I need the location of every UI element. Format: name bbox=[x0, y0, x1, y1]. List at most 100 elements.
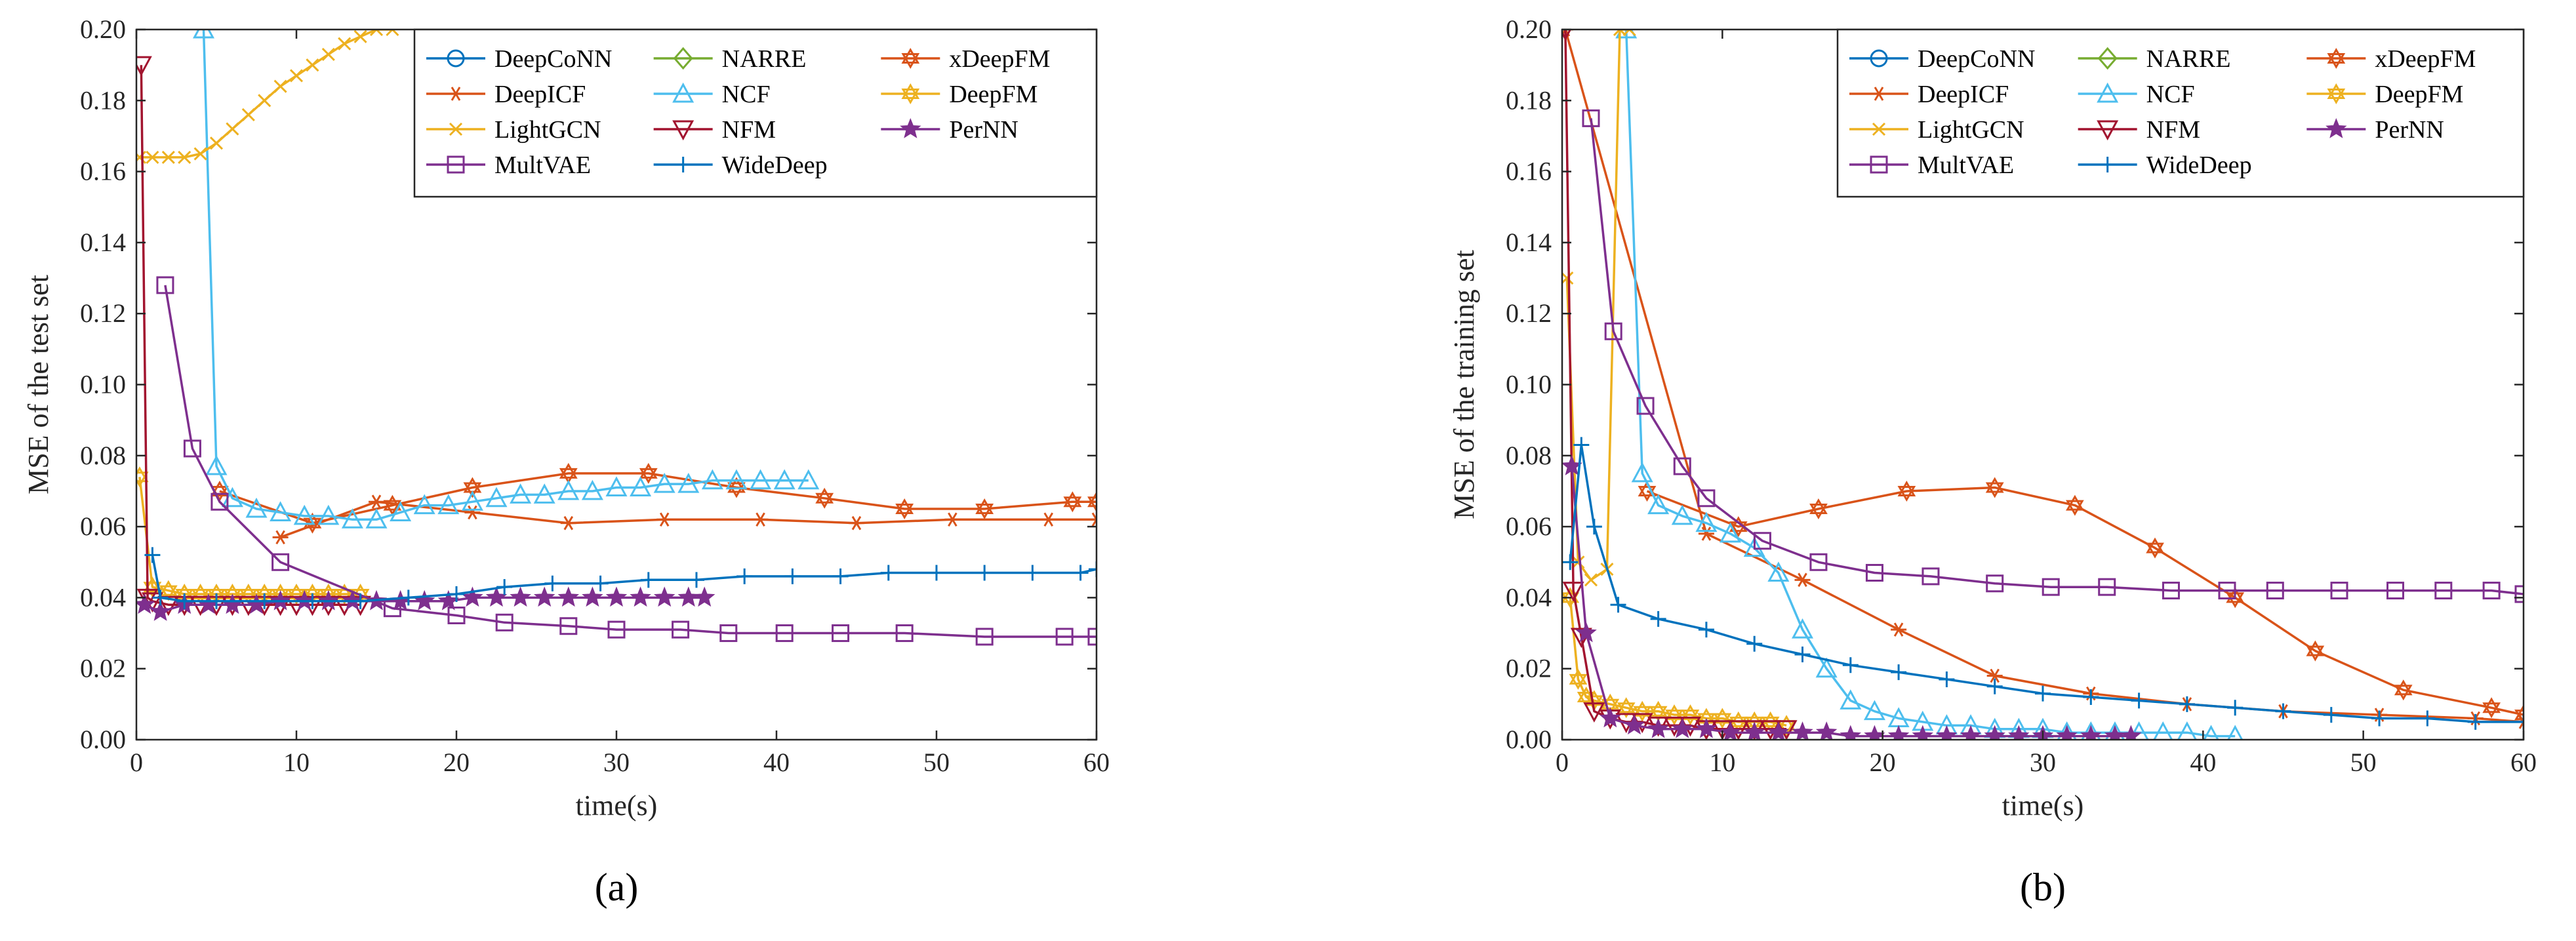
data-point-xDeepFM-part bbox=[2394, 679, 2413, 696]
data-point-DeepFM bbox=[1569, 668, 1588, 690]
legend-marker-NCF bbox=[672, 82, 694, 103]
legend-marker-DeepICF bbox=[1871, 87, 1887, 101]
data-point-xDeepFM-part bbox=[559, 462, 578, 479]
legend-label: LightGCN bbox=[494, 116, 601, 144]
data-point-WideDeep bbox=[176, 593, 193, 609]
legend-item-PerNN: PerNN bbox=[881, 116, 1018, 144]
data-point-PerNN bbox=[1647, 717, 1669, 738]
data-point-xDeepFM-part bbox=[727, 477, 746, 493]
data-point-PerNN bbox=[653, 586, 675, 607]
data-point-WideDeep bbox=[1650, 611, 1666, 627]
data-point-xDeepFM bbox=[2394, 679, 2413, 701]
data-point-LightGCN bbox=[136, 150, 146, 165]
data-point-MultVAE bbox=[156, 276, 174, 294]
data-point-LightGCN bbox=[146, 150, 159, 165]
data-point-NCF bbox=[245, 497, 268, 518]
data-point-DeepFM-part bbox=[143, 576, 162, 593]
data-point-xDeepFM-part bbox=[2514, 704, 2524, 721]
data-point-LightGCN bbox=[369, 30, 384, 37]
legend-marker-MultVAE bbox=[1870, 155, 1888, 174]
data-point-LightGCN bbox=[193, 147, 207, 161]
data-point-DeepFM-part bbox=[239, 584, 258, 599]
data-point-PerNN bbox=[1672, 717, 1693, 738]
data-point-DeepFM bbox=[1761, 711, 1780, 732]
data-point-xDeepFM bbox=[1985, 477, 2004, 498]
x-tick-label: 40 bbox=[763, 748, 790, 777]
legend-label: xDeepFM bbox=[2375, 45, 2476, 73]
data-point-DeepFM-part bbox=[1713, 708, 1732, 724]
data-point-NCF bbox=[2057, 721, 2077, 740]
data-point-DeepFM-part bbox=[1729, 716, 1748, 732]
data-point-xDeepFM-part bbox=[2226, 587, 2245, 603]
legend-item-WideDeep: WideDeep bbox=[2078, 151, 2252, 179]
legend-marker-DeepFM bbox=[901, 83, 920, 105]
legend-item-xDeepFM: xDeepFM bbox=[881, 45, 1050, 73]
legend-marker-DeepFM-part bbox=[2327, 83, 2346, 99]
data-point-xDeepFM-part bbox=[1638, 486, 1657, 502]
x-tick-label: 10 bbox=[283, 748, 310, 777]
data-point-LightGCN bbox=[1562, 271, 1574, 285]
legend-label: WideDeep bbox=[722, 151, 828, 179]
legend-marker-WideDeep bbox=[2099, 157, 2116, 172]
data-point-DeepFM bbox=[136, 466, 149, 488]
data-point-NCF bbox=[2227, 725, 2244, 740]
data-point-DeepICF bbox=[656, 512, 673, 527]
data-point-MultVAE bbox=[2098, 578, 2116, 596]
data-point-WideDeep bbox=[2035, 685, 2051, 702]
data-point-PerNN bbox=[462, 586, 483, 607]
data-point-MultVAE bbox=[2434, 582, 2453, 600]
data-point-LightGCN bbox=[306, 58, 319, 72]
data-point-PerNN bbox=[1887, 725, 1910, 740]
legend-label: MultVAE bbox=[494, 151, 591, 179]
data-point-WideDeep bbox=[880, 565, 896, 581]
data-point-NCF bbox=[1720, 522, 1742, 543]
legend-label: NCF bbox=[722, 81, 771, 108]
series-WideDeep bbox=[1562, 437, 2524, 730]
data-point-WideDeep bbox=[1891, 664, 1907, 681]
series-line-NCF bbox=[202, 30, 809, 521]
x-tick-label: 60 bbox=[1083, 748, 1110, 777]
panel-label: (b) bbox=[2020, 866, 2066, 909]
data-point-xDeepFM-part bbox=[210, 480, 229, 496]
legend-marker-xDeepFM-part bbox=[2327, 47, 2346, 64]
data-point-WideDeep bbox=[929, 565, 944, 581]
series-LightGCN bbox=[136, 30, 399, 165]
data-point-xDeepFM-part bbox=[895, 504, 914, 519]
legend-item-MultVAE: MultVAE bbox=[1849, 151, 2014, 179]
series-xDeepFM bbox=[1638, 477, 2524, 726]
data-point-LightGCN bbox=[289, 69, 304, 83]
data-point-DeepICF bbox=[272, 530, 289, 545]
legend-label: WideDeep bbox=[2146, 151, 2252, 179]
data-point-NCF bbox=[365, 508, 388, 529]
data-point-WideDeep bbox=[1986, 678, 2003, 694]
data-point-NCF bbox=[317, 504, 340, 525]
data-point-MultVAE bbox=[211, 492, 229, 511]
data-point-MultVAE bbox=[447, 606, 466, 624]
data-point-xDeepFM-part bbox=[1809, 498, 1828, 514]
data-point-NCF bbox=[725, 469, 748, 490]
data-point-NCF bbox=[2081, 721, 2101, 740]
series-line-MultVAE bbox=[164, 285, 1097, 638]
data-point-NCF bbox=[1815, 657, 1838, 678]
data-point-xDeepFM-part bbox=[2065, 500, 2084, 516]
data-point-MultVAE bbox=[183, 439, 201, 458]
data-point-WideDeep bbox=[1610, 597, 1626, 613]
data-point-NCF bbox=[750, 469, 772, 490]
data-point-DeepICF bbox=[1040, 512, 1057, 527]
legend-marker-DeepFM-part bbox=[2327, 89, 2346, 105]
y-tick-label: 0.18 bbox=[1506, 85, 1552, 115]
legend: DeepCoNN NARRE xDeepFM DeepICF NCF DeepFM Ligh… bbox=[413, 28, 1098, 198]
y-tick-label: 0.16 bbox=[1506, 157, 1552, 186]
legend-item-DeepFM: DeepFM bbox=[881, 81, 1037, 108]
legend-label: NCF bbox=[2146, 81, 2195, 108]
data-point-MultVAE bbox=[1673, 457, 1691, 475]
data-point-WideDeep bbox=[1586, 519, 1602, 535]
data-point-NCF bbox=[2129, 721, 2149, 740]
data-point-DeepFM bbox=[159, 580, 178, 601]
y-tick-label: 0.06 bbox=[80, 511, 126, 541]
data-point-MultVAE bbox=[1055, 628, 1074, 646]
data-point-NCF bbox=[2203, 725, 2219, 740]
legend-item-WideDeep: WideDeep bbox=[653, 151, 828, 179]
data-point-DeepICF bbox=[1891, 622, 1907, 637]
data-point-WideDeep bbox=[2275, 703, 2291, 719]
